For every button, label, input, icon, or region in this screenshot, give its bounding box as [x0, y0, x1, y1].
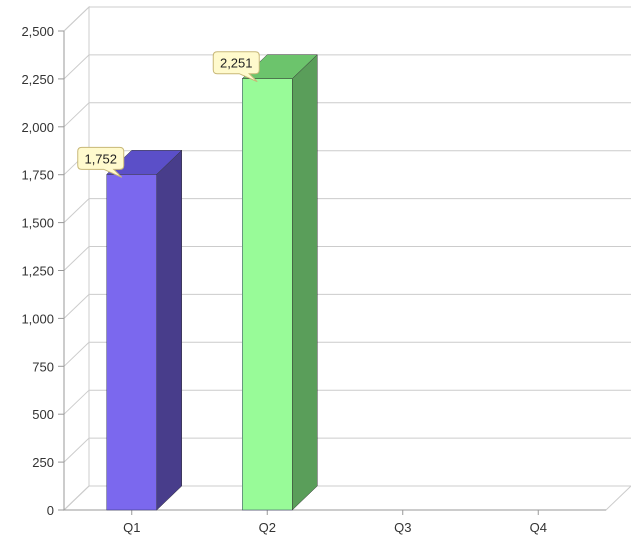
y-tick-label: 1,500 [21, 216, 54, 231]
data-label: 2,251 [212, 51, 260, 83]
bar-q2 [241, 54, 318, 511]
gridline [63, 246, 631, 271]
bar-q1 [106, 149, 183, 511]
gridline [63, 341, 631, 367]
gridline [63, 293, 631, 319]
gridline [63, 6, 631, 32]
axes: 0 250 500 750 1,000 1,250 1,500 1,750 2,000 2,250… [21, 24, 606, 535]
gridline [63, 54, 631, 80]
y-tick-label: 250 [32, 455, 54, 470]
x-tick-label: Q1 [123, 520, 140, 535]
bar-side [292, 54, 318, 511]
y-tick-label: 1,250 [21, 264, 54, 279]
bars [106, 54, 318, 511]
y-tick-label: 0 [47, 503, 54, 518]
y-tick-label: 2,000 [21, 120, 54, 135]
y-tick-label: 1,750 [21, 168, 54, 183]
bar-front [106, 174, 157, 511]
gridline [63, 102, 631, 128]
gridline [63, 437, 631, 463]
gridline [63, 389, 631, 415]
data-label-bubble [77, 146, 125, 178]
data-label-text: 1,752 [84, 151, 117, 166]
data-label: 1,752 [77, 146, 125, 178]
x-tick-label: Q2 [259, 520, 276, 535]
bar-side [156, 149, 182, 511]
data-label-text: 2,251 [220, 56, 253, 71]
y-tick-label: 500 [32, 407, 54, 422]
y-tick-label: 2,250 [21, 72, 54, 87]
y-tick-label: 2,500 [21, 24, 54, 39]
data-labels: 1,752 2,251 [77, 51, 260, 178]
x-tick-label: Q3 [394, 520, 411, 535]
y-tick-label: 1,000 [21, 311, 54, 326]
gridline [63, 198, 631, 223]
y-tick-label: 750 [32, 359, 54, 374]
bar-front [242, 78, 293, 511]
x-tick-label: Q4 [530, 520, 547, 535]
data-label-bubble [212, 51, 260, 83]
